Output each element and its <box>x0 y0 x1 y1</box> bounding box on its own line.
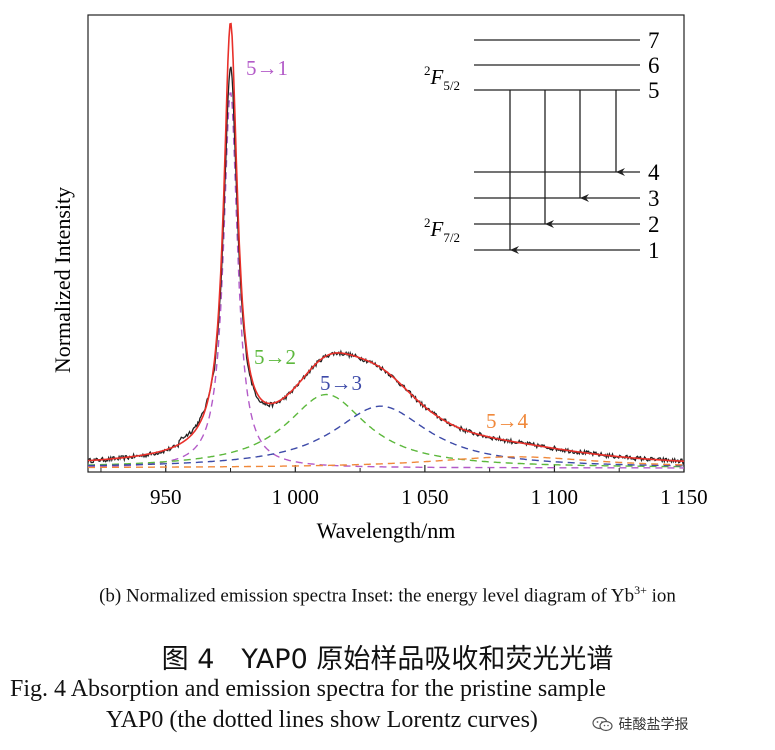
figure-caption-chinese: 图 4 YAP0 原始样品吸收和荧光光谱 <box>161 644 614 675</box>
figure-caption-english-line2: YAP0 (the dotted lines show Lorentz curv… <box>106 707 538 733</box>
x-tick-label: 1 150 <box>660 485 707 509</box>
energy-level-label-6: 6 <box>648 53 660 78</box>
watermark: 硅酸盐学报 <box>592 714 688 734</box>
x-axis-label: Wavelength/nm <box>317 518 456 543</box>
energy-level-label-2: 2 <box>648 212 660 237</box>
component-label-1: 5→1 <box>246 56 288 80</box>
figure-caption-english-line1: Fig. 4 Absorption and emission spectra f… <box>10 676 606 702</box>
x-tick-label: 1 000 <box>272 485 319 509</box>
component-label-2: 5→2 <box>254 345 296 369</box>
subcaption-text: (b) Normalized emission spectra Inset: t… <box>99 585 635 607</box>
component-label-4: 5→4 <box>486 409 529 433</box>
x-tick-label: 950 <box>150 485 182 509</box>
plot-frame <box>87 14 685 473</box>
lower-manifold-label: 2F7/2 <box>424 215 460 245</box>
lorentz-curve-1 <box>88 92 684 469</box>
subcaption-superscript: 3+ <box>634 583 647 597</box>
upper-manifold-label: 2F5/2 <box>424 63 460 93</box>
energy-level-label-5: 5 <box>648 78 660 103</box>
energy-level-label-4: 4 <box>648 160 660 185</box>
energy-level-label-7: 7 <box>648 28 660 53</box>
x-tick-label: 1 050 <box>401 485 448 509</box>
component-label-3: 5→3 <box>320 371 362 395</box>
emission-spectrum-chart: 950 1 000 1 050 1 100 1 150 Wavelength/nm No… <box>50 14 708 543</box>
x-axis: 950 1 000 1 050 1 100 1 150 <box>100 465 708 509</box>
curves <box>87 22 685 469</box>
lorentz-curve-4 <box>88 456 684 469</box>
watermark-text: 硅酸盐学报 <box>618 717 689 733</box>
lorentz-curve-3 <box>88 405 684 467</box>
energy-level-label-3: 3 <box>648 186 660 211</box>
measured-spectrum <box>87 66 685 466</box>
component-labels: 5→1 5→2 5→3 5→4 <box>246 56 529 433</box>
fit-curve <box>87 22 684 462</box>
y-axis-label: Normalized Intensity <box>50 187 75 373</box>
subcaption-suffix: ion <box>646 585 676 607</box>
x-tick-label: 1 100 <box>531 485 578 509</box>
wechat-icon <box>592 716 613 732</box>
energy-level-label-1: 1 <box>648 238 660 263</box>
lorentz-curve-2 <box>88 393 684 468</box>
subfigure-caption: (b) Normalized emission spectra Inset: t… <box>0 583 775 607</box>
